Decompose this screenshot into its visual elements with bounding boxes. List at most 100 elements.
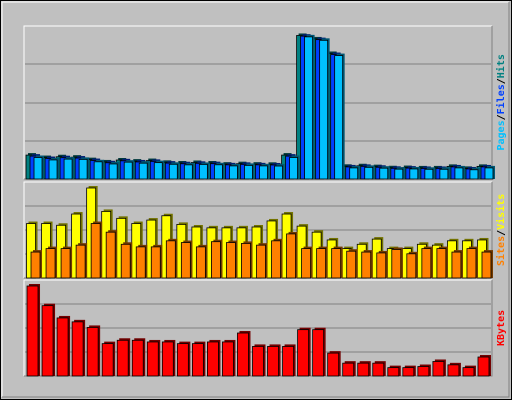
bar-sites-day-9 bbox=[150, 246, 161, 279]
bar-sites-day-21 bbox=[331, 248, 342, 279]
bar-kbytes-day-25 bbox=[387, 367, 400, 377]
bar-sites-day-14 bbox=[226, 242, 236, 279]
legend-kbytes-part-0: KBytes bbox=[496, 310, 507, 346]
legend-hits-files-pages-part-0: Pages bbox=[496, 120, 507, 150]
bar-pages-day-24 bbox=[379, 167, 389, 180]
bar-pages-day-22 bbox=[349, 167, 359, 180]
bar-sites-day-13 bbox=[211, 241, 221, 279]
bar-kbytes-day-11 bbox=[176, 343, 189, 377]
bar-sites-day-22 bbox=[346, 250, 357, 279]
bar-pages-day-26 bbox=[409, 168, 419, 180]
bar-kbytes-day-26 bbox=[402, 367, 415, 377]
legend-hits-files-pages-part-4: Hits bbox=[495, 54, 507, 78]
bar-pages-day-17 bbox=[274, 165, 283, 180]
legend-visits-sites-part-2: Visits bbox=[495, 194, 507, 230]
legend-hits-files-pages: Pages/Files/Hits bbox=[495, 54, 507, 150]
bar-pages-day-13 bbox=[214, 164, 223, 180]
bar-kbytes-day-21 bbox=[327, 352, 340, 377]
bar-sites-day-15 bbox=[241, 243, 251, 279]
bar-sites-day-4 bbox=[75, 244, 86, 279]
bar-pages-day-29 bbox=[454, 167, 464, 180]
bar-sites-day-24 bbox=[376, 252, 387, 279]
bar-sites-day-28 bbox=[436, 248, 447, 279]
bar-pages-day-8 bbox=[138, 162, 148, 180]
legend-hits-files-pages-part-1: / bbox=[496, 114, 507, 120]
bar-pages-day-20 bbox=[319, 39, 329, 180]
bar-pages-day-10 bbox=[168, 163, 178, 180]
bar-pages-day-15 bbox=[244, 165, 253, 180]
bar-sites-day-20 bbox=[316, 248, 327, 279]
bar-kbytes-day-8 bbox=[131, 339, 144, 377]
bar-pages-day-21 bbox=[334, 55, 344, 180]
bar-kbytes-day-3 bbox=[56, 317, 69, 377]
bar-pages-day-11 bbox=[183, 164, 193, 180]
bar-sites-day-7 bbox=[120, 243, 131, 279]
bar-kbytes-day-2 bbox=[41, 305, 54, 377]
bar-pages-day-31 bbox=[484, 167, 494, 180]
bar-sites-day-17 bbox=[271, 240, 281, 279]
bar-pages-day-27 bbox=[424, 168, 434, 180]
bar-kbytes-day-29 bbox=[447, 364, 460, 377]
bar-sites-day-16 bbox=[256, 244, 266, 279]
bar-sites-day-25 bbox=[391, 249, 402, 279]
bar-pages-day-16 bbox=[259, 165, 268, 180]
bar-kbytes-day-23 bbox=[357, 362, 370, 377]
bar-kbytes-day-6 bbox=[101, 343, 114, 377]
bar-pages-day-30 bbox=[469, 169, 479, 180]
bar-pages-day-6 bbox=[108, 163, 118, 180]
bar-pages-day-1 bbox=[33, 157, 43, 180]
legend-hits-files-pages-part-3: / bbox=[496, 78, 507, 84]
legend-kbytes: KBytes bbox=[496, 310, 507, 346]
bar-pages-day-23 bbox=[364, 166, 374, 180]
bar-kbytes-day-9 bbox=[146, 341, 159, 377]
bar-kbytes-day-15 bbox=[237, 332, 249, 377]
bar-sites-day-30 bbox=[466, 248, 477, 279]
bar-sites-day-11 bbox=[180, 242, 191, 279]
bar-pages-day-9 bbox=[153, 162, 163, 180]
bar-sites-day-10 bbox=[165, 240, 176, 279]
bar-kbytes-day-5 bbox=[86, 327, 99, 377]
bar-sites-day-18 bbox=[286, 233, 296, 279]
legend-hits-files-pages-part-2: Files bbox=[495, 84, 507, 114]
bar-pages-day-28 bbox=[439, 168, 449, 180]
bar-kbytes-day-4 bbox=[71, 321, 84, 377]
bar-pages-day-25 bbox=[394, 168, 404, 180]
bar-sites-day-2 bbox=[45, 248, 56, 279]
bar-pages-day-18 bbox=[289, 157, 298, 180]
legend-visits-sites-part-1: / bbox=[496, 230, 507, 236]
bar-kbytes-day-31 bbox=[477, 356, 490, 377]
bar-kbytes-day-16 bbox=[252, 346, 264, 377]
bar-kbytes-day-10 bbox=[161, 341, 174, 377]
bar-kbytes-day-19 bbox=[297, 329, 309, 377]
bar-kbytes-day-17 bbox=[267, 346, 279, 377]
bar-kbytes-day-28 bbox=[432, 361, 445, 377]
bar-sites-day-23 bbox=[361, 251, 372, 279]
bar-sites-day-1 bbox=[30, 251, 41, 279]
bar-sites-day-12 bbox=[195, 246, 206, 279]
bar-sites-day-31 bbox=[481, 251, 492, 279]
bar-kbytes-day-18 bbox=[282, 346, 294, 377]
legend-visits-sites: Sites/Visits bbox=[495, 194, 507, 266]
bar-pages-day-2 bbox=[48, 159, 58, 180]
bar-pages-day-19 bbox=[304, 36, 313, 180]
bar-pages-day-4 bbox=[78, 158, 88, 180]
bar-kbytes-day-1 bbox=[26, 285, 39, 377]
bar-sites-day-6 bbox=[105, 231, 116, 279]
bar-pages-day-14 bbox=[229, 165, 238, 180]
bar-kbytes-day-22 bbox=[342, 362, 355, 377]
bar-sites-day-29 bbox=[451, 251, 462, 279]
legend-visits-sites-part-0: Sites bbox=[495, 236, 507, 266]
bar-sites-day-5 bbox=[90, 223, 101, 279]
bar-pages-day-5 bbox=[93, 161, 103, 180]
bar-sites-day-19 bbox=[301, 248, 311, 279]
bar-kbytes-day-13 bbox=[207, 341, 219, 377]
bar-kbytes-day-12 bbox=[191, 343, 204, 377]
bar-sites-day-3 bbox=[60, 248, 71, 279]
bar-kbytes-day-24 bbox=[372, 362, 385, 377]
bar-kbytes-day-14 bbox=[222, 341, 234, 377]
bar-sites-day-26 bbox=[406, 253, 417, 279]
bar-kbytes-day-20 bbox=[312, 329, 325, 377]
bar-sites-day-8 bbox=[135, 246, 146, 279]
bar-sites-day-27 bbox=[421, 248, 432, 279]
